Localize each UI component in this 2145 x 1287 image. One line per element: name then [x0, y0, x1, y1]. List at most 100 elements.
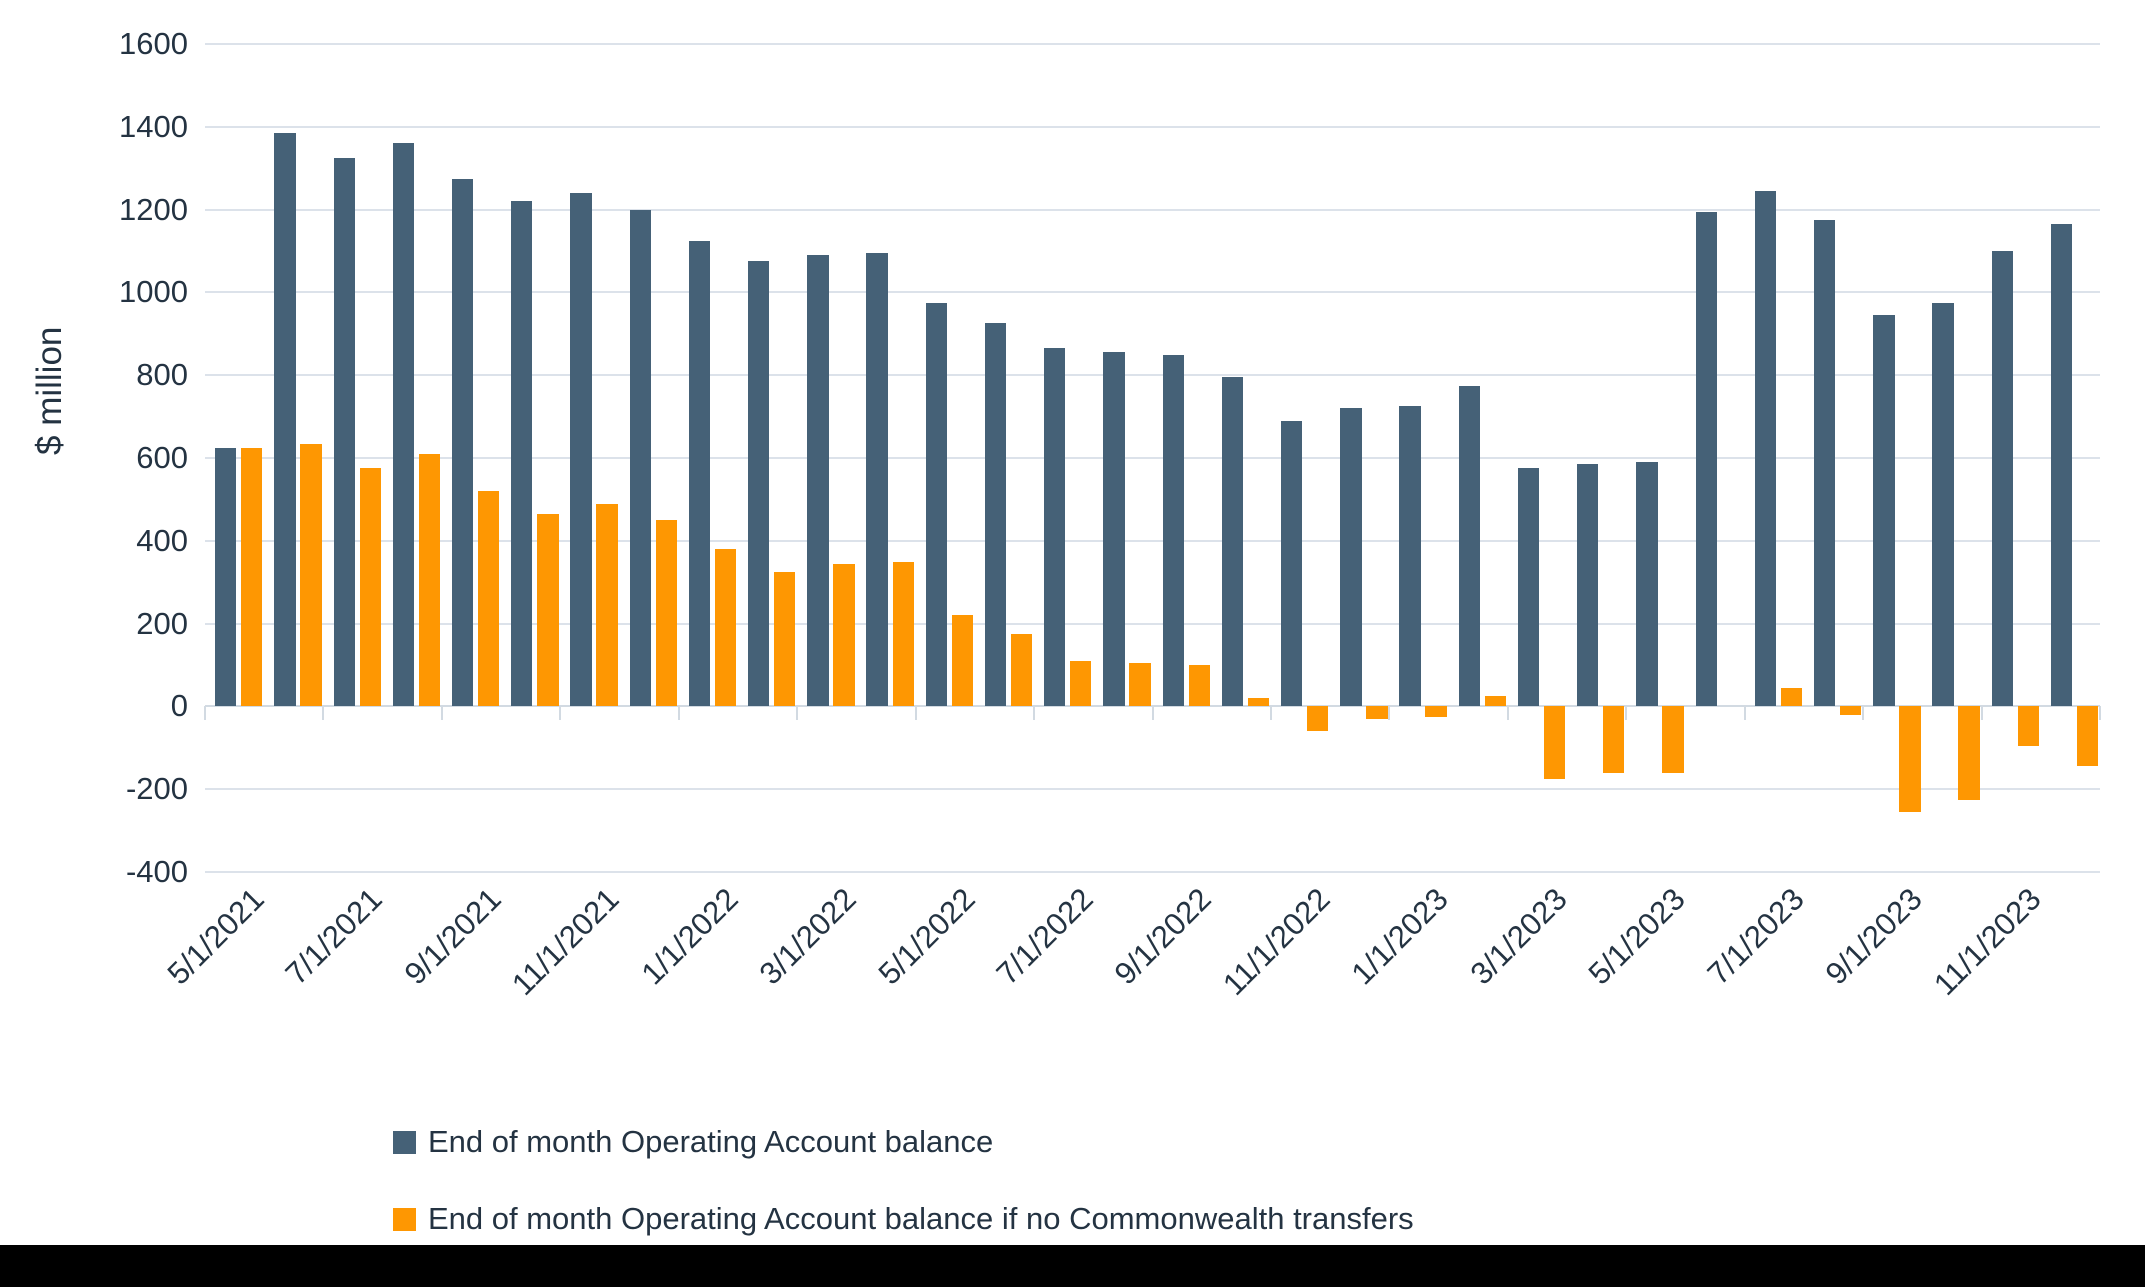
x-tick-label: 3/1/2022: [752, 881, 863, 992]
gridline: [205, 539, 2100, 542]
bar-no-transfers-10/1/2021: [537, 513, 559, 707]
bar-no-transfers-5/1/2023: [1662, 706, 1684, 773]
y-tick-label: 0: [170, 688, 188, 724]
bar-balance-6/1/2021: [274, 133, 296, 707]
x-tick-mark: [1625, 706, 1628, 721]
legend-swatch-orange: [393, 1207, 416, 1231]
bar-balance-5/1/2021: [215, 447, 237, 707]
x-tick-mark: [1980, 706, 1983, 721]
x-tick-label: 1/1/2023: [1344, 881, 1456, 992]
footer-black-bar: [0, 1245, 2145, 1287]
bar-no-transfers-10/1/2023: [1958, 706, 1980, 800]
bar-no-transfers-7/1/2022: [1070, 660, 1092, 707]
x-tick-label: 5/1/2022: [871, 881, 982, 992]
x-tick-label: 9/1/2023: [1818, 881, 1929, 992]
bar-no-transfers-12/1/2023: [2076, 706, 2099, 767]
bar-balance-10/1/2023: [1932, 302, 1954, 707]
gridline: [205, 125, 2100, 128]
gridline: [205, 788, 2100, 791]
bar-balance-6/1/2023: [1695, 211, 1717, 707]
y-tick-label: 1400: [119, 108, 188, 144]
x-tick-label: 9/1/2021: [397, 881, 508, 992]
bar-no-transfers-7/1/2021: [359, 468, 381, 707]
bar-balance-12/1/2023: [2050, 224, 2073, 707]
bar-no-transfers-10/1/2022: [1247, 698, 1270, 707]
bar-no-transfers-8/1/2021: [418, 453, 441, 707]
x-tick-mark: [204, 706, 206, 721]
bar-balance-8/1/2021: [392, 143, 415, 707]
bar-balance-8/1/2022: [1103, 352, 1125, 707]
y-tick-label: 400: [136, 522, 188, 558]
bar-balance-10/1/2021: [511, 201, 533, 707]
bar-no-transfers-1/1/2022: [714, 549, 737, 707]
bar-no-transfers-5/1/2021: [241, 447, 263, 707]
bar-no-transfers-8/1/2023: [1840, 706, 1862, 715]
bar-balance-1/1/2022: [688, 240, 711, 707]
bar-no-transfers-9/1/2022: [1188, 665, 1210, 707]
x-tick-mark: [1151, 706, 1154, 721]
bar-balance-4/1/2022: [866, 253, 888, 707]
y-tick-label: -200: [125, 771, 188, 807]
bar-no-transfers-8/1/2022: [1129, 662, 1151, 707]
x-tick-label: 9/1/2022: [1108, 881, 1219, 992]
bar-no-transfers-11/1/2021: [596, 503, 618, 707]
x-tick-mark: [1033, 706, 1036, 721]
x-tick-label: 3/1/2023: [1463, 881, 1574, 992]
bar-no-transfers-1/1/2023: [1425, 706, 1447, 717]
bar-balance-1/1/2023: [1399, 406, 1421, 707]
bar-no-transfers-7/1/2023: [1780, 687, 1803, 707]
bar-no-transfers-3/1/2022: [833, 563, 855, 707]
bar-balance-3/1/2022: [807, 255, 829, 707]
x-tick-mark: [1506, 706, 1509, 721]
bar-no-transfers-4/1/2022: [892, 561, 914, 707]
bar-no-transfers-9/1/2021: [477, 491, 500, 707]
bar-balance-6/1/2022: [984, 323, 1007, 707]
x-tick-label: 11/1/2021: [505, 881, 626, 1002]
x-tick-label: 11/1/2023: [1926, 881, 2048, 1002]
x-tick-label: 7/1/2023: [1700, 881, 1811, 992]
bar-balance-7/1/2022: [1044, 348, 1066, 707]
bar-no-transfers-6/1/2021: [300, 443, 322, 707]
bar-balance-11/1/2022: [1281, 420, 1303, 707]
gridline: [205, 208, 2100, 211]
legend-item-no-transfers: End of month Operating Account balance i…: [393, 1201, 1414, 1237]
x-tick-mark: [322, 706, 325, 721]
x-tick-mark: [1862, 706, 1865, 721]
bar-balance-7/1/2023: [1754, 190, 1777, 707]
x-tick-label: 11/1/2022: [1215, 881, 1337, 1002]
x-tick-mark: [559, 706, 562, 721]
x-tick-label: 7/1/2022: [989, 881, 1100, 992]
gridline: [205, 457, 2100, 459]
bar-no-transfers-2/1/2023: [1484, 696, 1507, 707]
bar-balance-11/1/2021: [570, 193, 592, 707]
bar-balance-3/1/2023: [1517, 468, 1540, 707]
legend-label-balance: End of month Operating Account balance: [428, 1124, 994, 1159]
y-tick-label: 1000: [119, 274, 188, 310]
x-tick-mark: [1743, 706, 1746, 721]
bar-balance-5/1/2023: [1636, 462, 1658, 707]
bar-no-transfers-6/1/2022: [1010, 633, 1033, 707]
y-tick-label: 200: [136, 605, 188, 641]
x-tick-label: 5/1/2021: [160, 881, 271, 992]
bar-no-transfers-11/1/2022: [1307, 706, 1329, 732]
bar-balance-9/1/2021: [451, 178, 474, 707]
bar-balance-10/1/2022: [1221, 377, 1244, 707]
bar-balance-11/1/2023: [1991, 251, 2013, 707]
gridline: [205, 871, 2100, 873]
gridline: [205, 291, 2100, 294]
bar-balance-12/1/2022: [1340, 408, 1362, 707]
x-tick-mark: [677, 706, 680, 721]
legend-swatch-blue: [393, 1130, 416, 1154]
bar-no-transfers-5/1/2022: [951, 615, 974, 707]
bar-no-transfers-4/1/2023: [1603, 706, 1625, 773]
bar-no-transfers-11/1/2023: [2017, 706, 2039, 746]
x-tick-mark: [914, 706, 917, 721]
gridline: [205, 43, 2100, 45]
bar-balance-9/1/2022: [1162, 354, 1184, 707]
x-tick-mark: [440, 706, 443, 721]
bar-balance-9/1/2023: [1873, 315, 1895, 707]
x-tick-label: 7/1/2021: [279, 881, 390, 992]
bar-no-transfers-12/1/2021: [655, 520, 677, 707]
bar-balance-8/1/2023: [1813, 219, 1836, 707]
